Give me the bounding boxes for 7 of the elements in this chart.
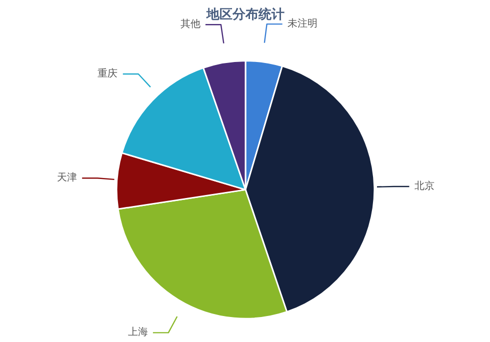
slice-label: 其他	[180, 18, 200, 30]
slice-label: 上海	[128, 326, 148, 338]
slice-label: 重庆	[98, 67, 118, 80]
slice-label: 北京	[414, 180, 434, 192]
chart-title: 地区分布统计	[206, 6, 284, 23]
slice-label: 未注明	[287, 18, 318, 30]
slice-label: 天津	[56, 172, 77, 184]
